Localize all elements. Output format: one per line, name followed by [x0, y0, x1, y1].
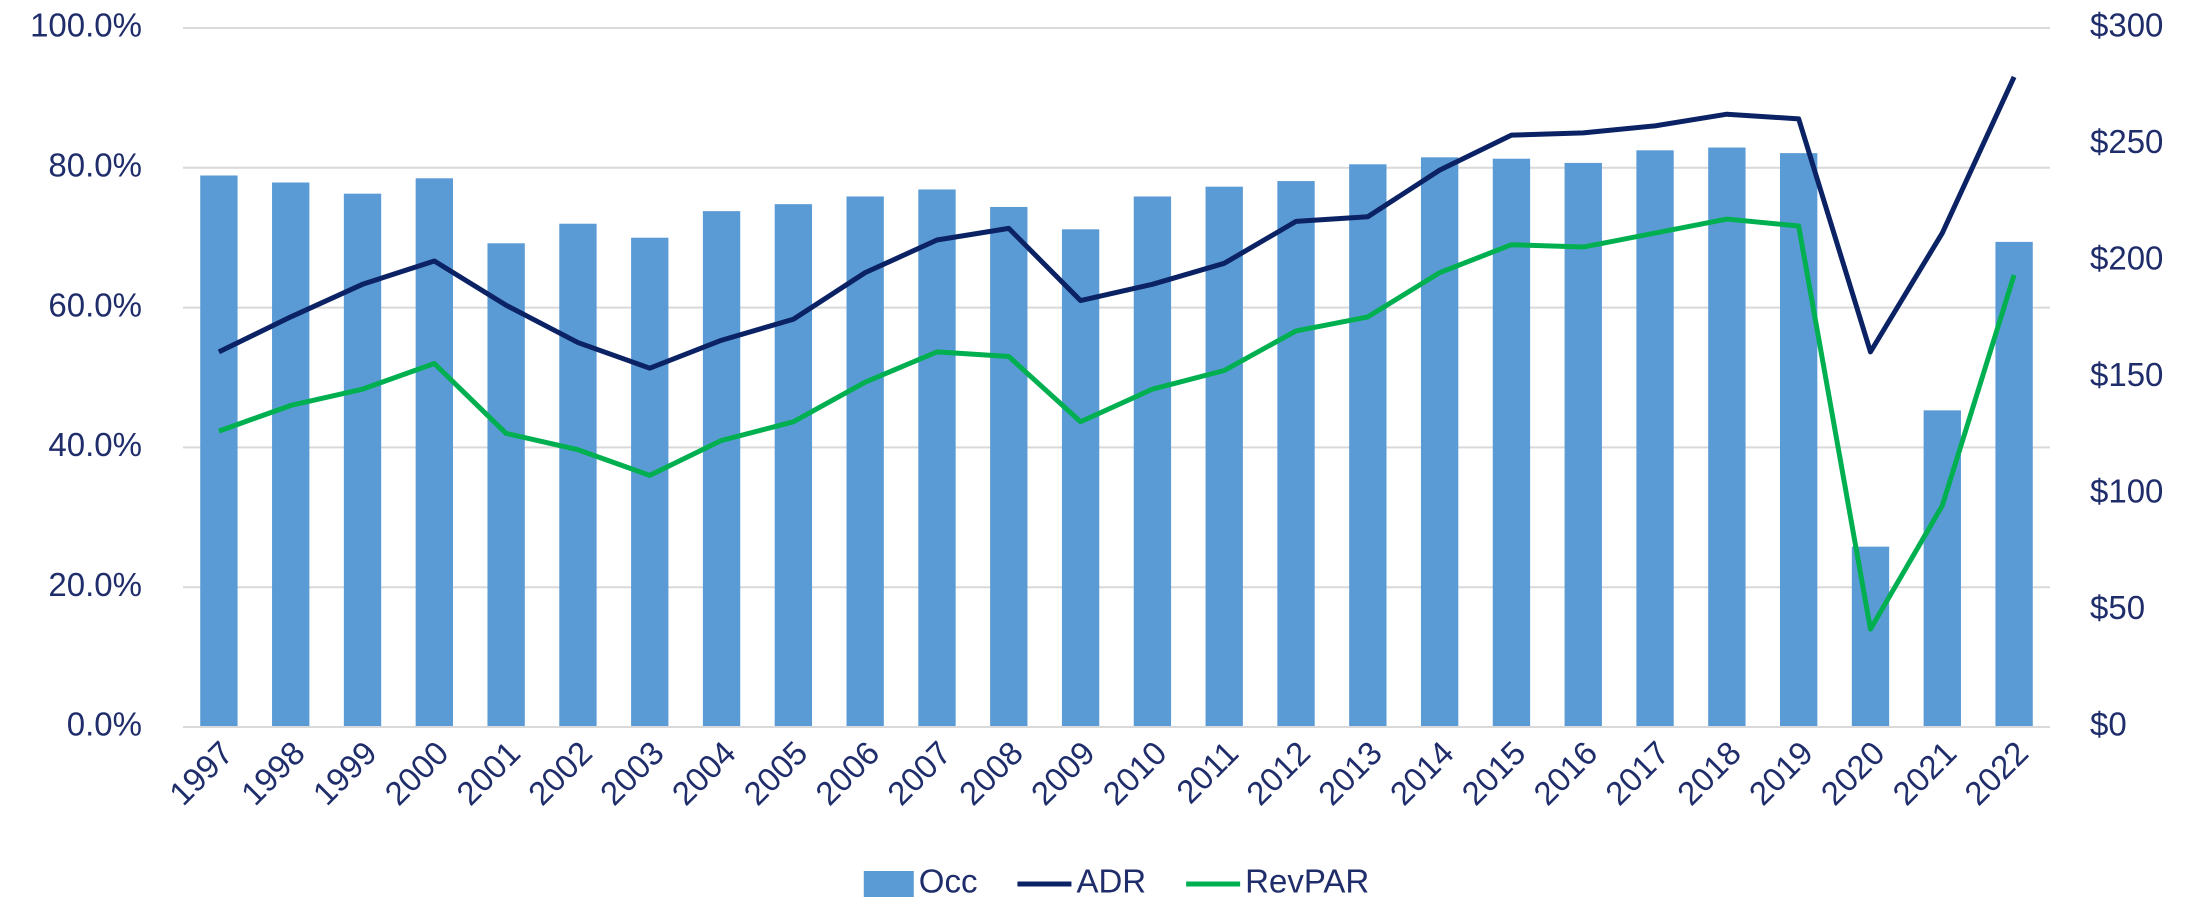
x-tick-label: 2002 [521, 734, 599, 812]
y2-tick-label: $0 [2090, 706, 2127, 743]
legend-swatch [863, 871, 914, 897]
bar [1780, 153, 1818, 728]
x-tick-label: 2016 [1526, 734, 1604, 812]
x-tick-label: 2001 [449, 734, 527, 812]
x-tick-label: 2003 [593, 734, 671, 812]
y-tick-label: 60.0% [48, 286, 142, 323]
bar [200, 175, 238, 727]
bar [1420, 157, 1459, 727]
grid [183, 27, 2050, 728]
bar [1205, 186, 1243, 728]
x-tick-label: 2000 [377, 734, 455, 812]
x-tick-label: 2008 [952, 734, 1030, 812]
x-tick-label: 2020 [1814, 734, 1892, 812]
bar [1851, 546, 1890, 727]
bar [1349, 164, 1387, 727]
x-tick-label: 2017 [1598, 734, 1676, 812]
x-tick-label: 2013 [1311, 734, 1389, 812]
bar [1708, 147, 1746, 728]
bar [1636, 150, 1674, 727]
bar [559, 223, 597, 727]
x-tick-label: 1999 [306, 734, 384, 812]
x-tick-label: 2006 [808, 734, 886, 812]
x-tick-label: 2018 [1670, 734, 1748, 812]
line [218, 216, 2017, 632]
y2-tick-label: $300 [2090, 7, 2163, 44]
bar [1277, 181, 1315, 727]
bar [918, 189, 956, 727]
bar [774, 204, 813, 727]
x-tick-label: 2010 [1095, 734, 1173, 812]
y-tick-label: 0.0% [67, 706, 142, 743]
x-tick-label: 2005 [736, 734, 814, 812]
bar [1061, 229, 1100, 727]
y2-tick-label: $200 [2090, 240, 2163, 277]
bar [846, 196, 884, 728]
y2-tick-label: $100 [2090, 473, 2163, 510]
bar [1133, 196, 1172, 728]
y-tick-label: 20.0% [48, 566, 142, 603]
legend-label: RevPAR [1245, 863, 1369, 900]
legend: Occ ADR RevPAR [863, 863, 1369, 900]
x-tick-label: 2015 [1454, 734, 1532, 812]
line [217, 75, 2017, 371]
bar [343, 193, 382, 728]
x-tick-label: 2012 [1239, 734, 1317, 812]
y2-tick-label: $250 [2090, 123, 2163, 160]
y2-tick-label: $50 [2090, 589, 2145, 626]
x-tick-label: 1998 [234, 734, 312, 812]
bar [990, 206, 1028, 728]
y2-tick-label: $150 [2090, 356, 2163, 393]
x-tick-label: 2004 [665, 734, 743, 812]
x-tick-label: 2009 [1024, 734, 1102, 812]
x-tick-label: 2022 [1957, 734, 2035, 812]
bar [631, 237, 669, 727]
bar [272, 182, 310, 727]
x-tick-label: 2011 [1169, 734, 1245, 810]
x-tick-label: 2014 [1383, 734, 1461, 812]
x-tick-label: 2021 [1885, 734, 1963, 812]
y-tick-label: 100.0% [30, 7, 142, 44]
legend-label: Occ [919, 863, 978, 900]
y-tick-label: 80.0% [48, 147, 142, 184]
x-tick-label: 1997 [162, 734, 240, 812]
x-tick-label: 2007 [880, 734, 958, 812]
bar [1492, 158, 1531, 727]
x-tick-label: 2019 [1742, 734, 1820, 812]
legend-label: ADR [1076, 863, 1146, 900]
bar [702, 211, 741, 727]
bar [1564, 162, 1602, 728]
bar [487, 243, 525, 728]
y-tick-label: 40.0% [48, 426, 142, 463]
